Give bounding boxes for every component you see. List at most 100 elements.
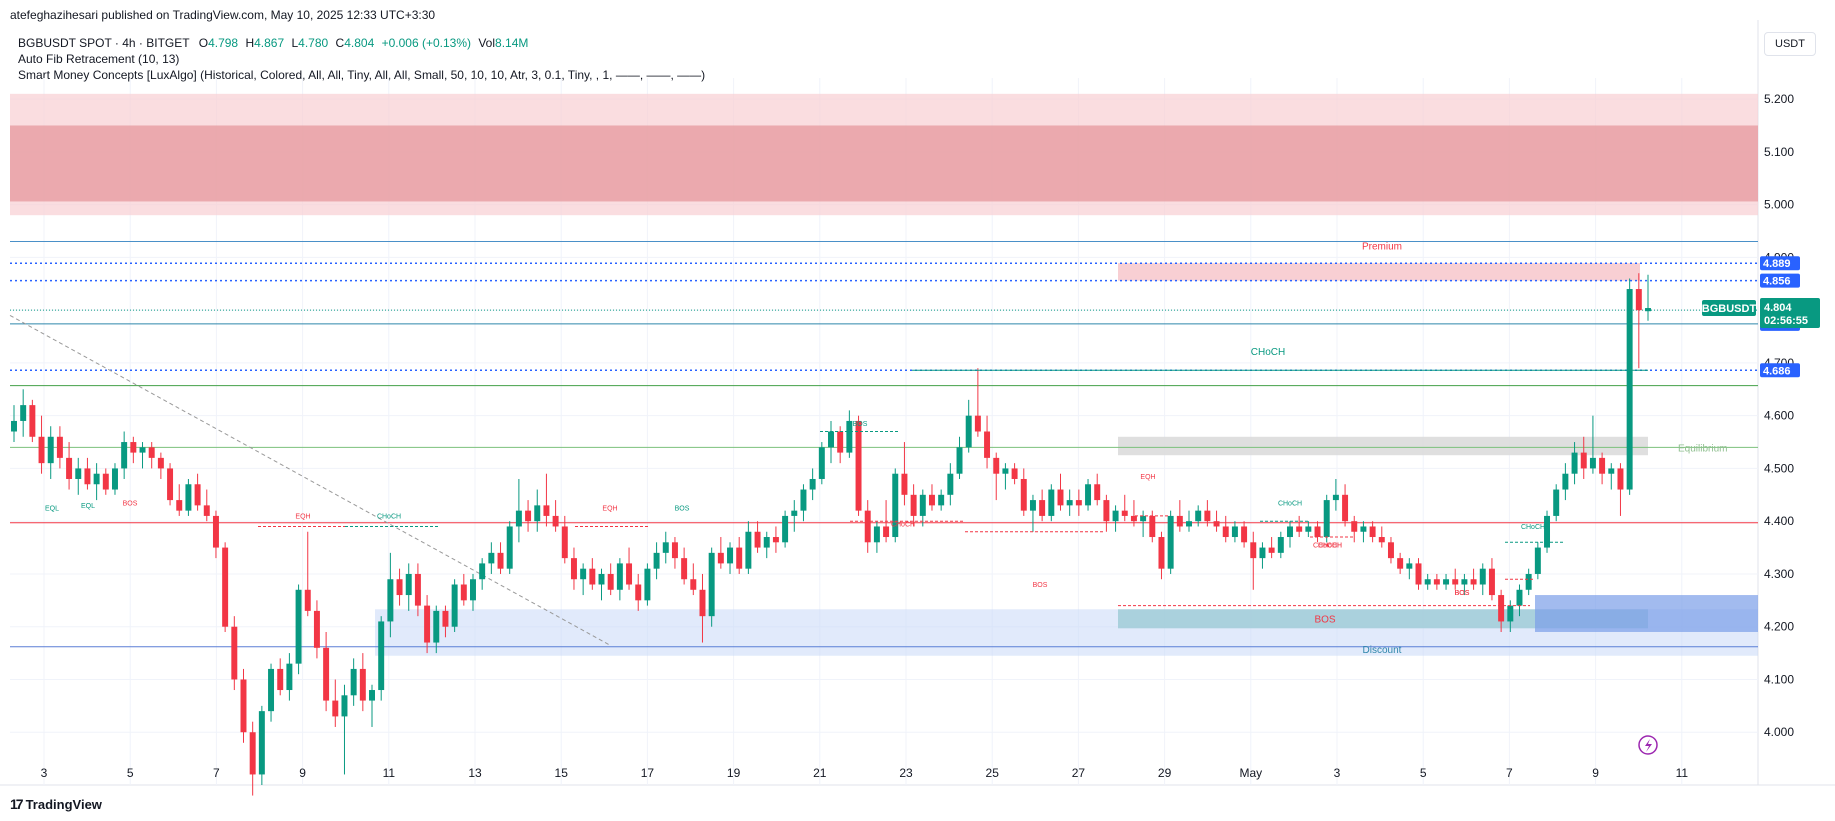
indicator-smc[interactable]: Smart Money Concepts [LuxAlgo] (Historic… <box>18 68 706 82</box>
candle-body <box>1112 510 1119 522</box>
candle-body <box>1323 500 1330 538</box>
candle-body <box>635 584 642 601</box>
candle-body <box>1589 457 1596 469</box>
publisher-line: atefeghazihesari published on TradingVie… <box>10 8 436 22</box>
candle-body <box>350 668 357 696</box>
candle-body <box>378 621 385 691</box>
indicator-fib[interactable]: Auto Fib Retracement (10, 13) <box>18 52 180 66</box>
y-tick-label: 4.200 <box>1764 620 1794 634</box>
candle-body <box>148 447 155 458</box>
candle-body <box>451 584 458 627</box>
candle-body <box>1130 515 1137 522</box>
candle-body <box>1121 510 1128 516</box>
candle-body <box>11 420 17 432</box>
candle-body <box>1167 515 1174 569</box>
candle-body <box>369 690 375 701</box>
candle-body <box>332 700 339 717</box>
candle-body <box>1525 573 1532 590</box>
x-tick-label: 5 <box>1420 766 1427 780</box>
candle-body <box>194 484 201 506</box>
price-tag-4856-text: 4.856 <box>1763 276 1791 288</box>
candle-body <box>75 468 82 479</box>
candle-body <box>1571 452 1578 474</box>
x-tick-label: 11 <box>383 766 396 780</box>
candle-body <box>938 494 945 506</box>
candle-body <box>470 579 476 601</box>
low-value: 4.780 <box>298 36 329 50</box>
candle-body <box>1479 568 1486 585</box>
candle-body <box>928 494 935 506</box>
candle-body <box>1406 563 1413 569</box>
candle-body <box>66 457 73 479</box>
candle-body <box>286 663 293 691</box>
candle-body <box>47 436 54 464</box>
candle-body <box>433 610 440 643</box>
candle-body <box>828 431 834 448</box>
structure-label: EQH <box>602 506 617 513</box>
currency-button[interactable]: USDT <box>1764 32 1816 56</box>
candle-body <box>919 494 926 516</box>
candle-body <box>1140 515 1147 522</box>
candle-body <box>304 589 311 611</box>
candle-body <box>1241 526 1248 543</box>
candle-body <box>167 468 174 501</box>
candle-body <box>212 515 219 548</box>
structure-label: CHoCH <box>1521 524 1545 531</box>
candle-body <box>1342 494 1349 522</box>
x-tick-label: 11 <box>1676 766 1689 780</box>
candle-body <box>717 552 724 564</box>
candle-body <box>1213 521 1220 527</box>
candle-body <box>1608 468 1615 474</box>
candle-body <box>947 473 954 495</box>
candle-body <box>534 505 541 522</box>
candle-body <box>139 447 146 453</box>
open-value: 4.798 <box>208 36 239 50</box>
high-value: 4.867 <box>254 36 285 50</box>
ohlc-row: BGBUSDT SPOT · 4h · BITGET O4.798 H4.867… <box>18 35 705 51</box>
structure-label: BOS <box>675 506 690 513</box>
candle-body <box>892 473 899 538</box>
candle-body <box>1626 289 1633 490</box>
candle-body <box>1378 537 1385 543</box>
candle-body <box>1048 489 1055 516</box>
zone-label: Equilibrium <box>1678 444 1727 455</box>
candle-body <box>240 679 247 733</box>
tradingview-logo-icon: 17 <box>10 796 24 812</box>
high-label: H <box>245 36 255 50</box>
candle-body <box>736 547 743 569</box>
candle-body <box>1443 579 1450 585</box>
candle-body <box>1360 526 1367 532</box>
bos-box <box>1118 609 1648 629</box>
x-tick-label: 9 <box>1592 766 1599 780</box>
x-tick-label: 29 <box>1158 766 1172 780</box>
candle-body <box>561 526 568 559</box>
fib-trend-line <box>9 314 611 646</box>
candle-body <box>1085 484 1092 506</box>
symbol-info[interactable]: BGBUSDT SPOT · 4h · BITGET <box>18 36 190 50</box>
y-tick-label: 4.300 <box>1764 567 1794 581</box>
candle-body <box>1645 308 1651 312</box>
equilibrium-zone <box>1118 436 1648 456</box>
x-tick-label: 3 <box>41 766 48 780</box>
candle-body <box>1103 500 1110 522</box>
candle-body <box>231 626 238 680</box>
x-tick-label: 9 <box>299 766 306 780</box>
tradingview-logo[interactable]: 17 TradingView <box>10 796 102 812</box>
candle-body <box>598 573 605 585</box>
candle-body <box>855 420 862 511</box>
x-tick-label: 7 <box>1506 766 1513 780</box>
candle-body <box>1029 500 1036 511</box>
candle-body <box>29 405 36 437</box>
candle-body <box>203 505 210 516</box>
candle-body <box>1314 526 1321 538</box>
structure-label: CHoCH <box>1318 543 1342 550</box>
candle-body <box>1277 537 1284 553</box>
candle-body <box>763 537 770 548</box>
structure-label: BOS <box>1455 590 1470 597</box>
x-tick-label: 5 <box>127 766 134 780</box>
x-tick-label: 17 <box>641 766 655 780</box>
lightning-icon <box>1638 735 1658 755</box>
structure-label: CHoCH <box>1313 543 1337 550</box>
candle-body <box>38 436 45 464</box>
